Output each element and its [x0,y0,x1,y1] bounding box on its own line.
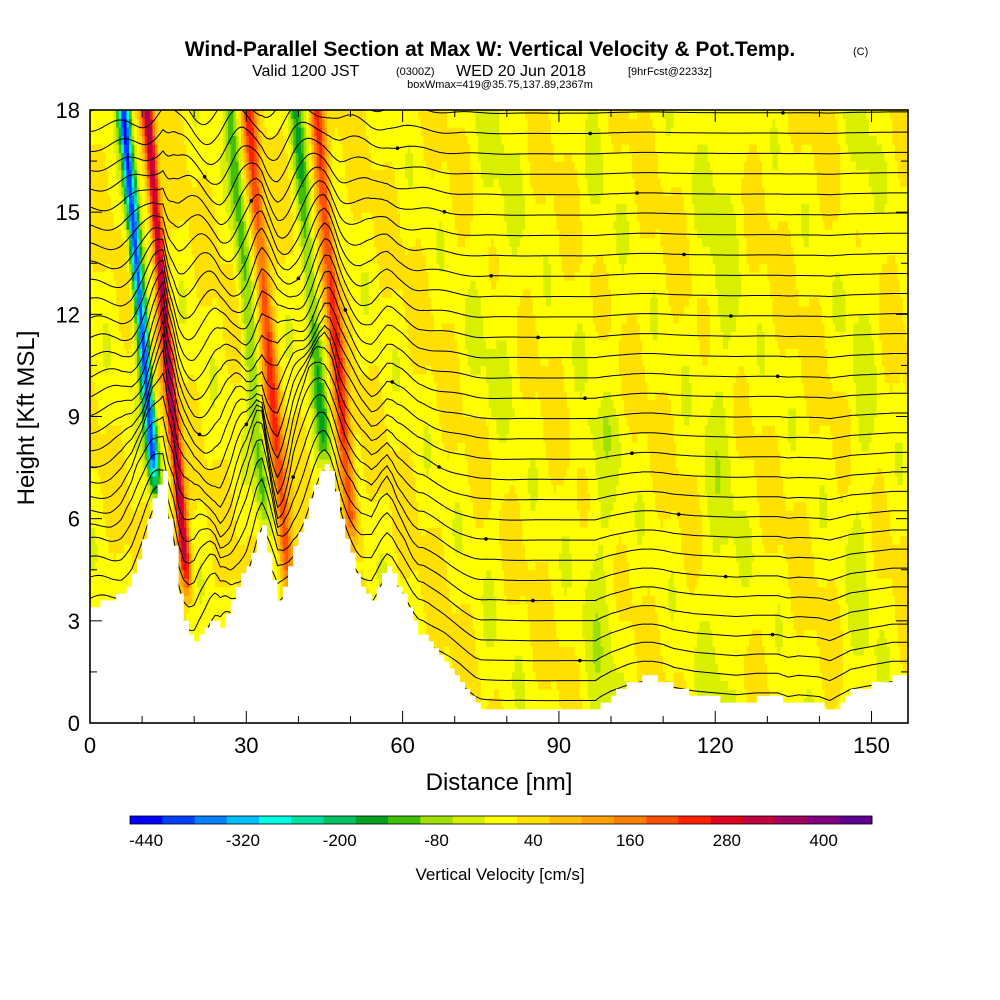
title-mark: (C) [853,46,868,58]
subtitle-date: WED 20 Jun 2018 [456,63,586,80]
cross-section-figure: Wind-Parallel Section at Max W: Vertical… [0,0,1000,1000]
subtitle: Valid 1200 JST (0300Z) WED 20 Jun 2018 [… [252,63,712,80]
subtitle-forecast: [9hrFcst@2233z] [628,66,712,78]
box-info: boxWmax=419@35.75,137.89,2367m [407,79,593,91]
subtitle-zulu: (0300Z) [396,66,435,78]
chart-title: Wind-Parallel Section at Max W: Vertical… [185,38,796,61]
subtitle-valid: Valid 1200 JST [252,63,360,80]
